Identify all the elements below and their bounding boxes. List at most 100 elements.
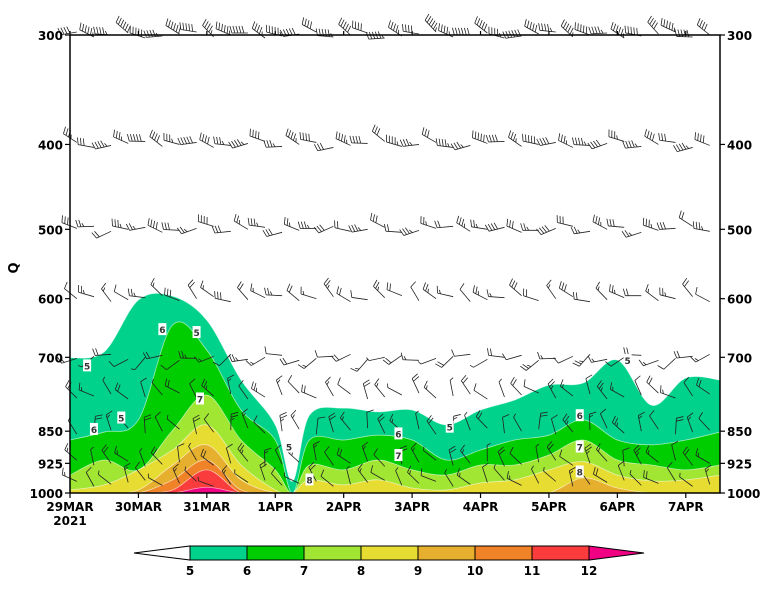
- wind-barb-staff: [266, 295, 282, 296]
- x-tick-label: 2APR: [326, 500, 362, 514]
- wind-barb: [229, 354, 248, 361]
- wind-barb-feather: [510, 220, 511, 227]
- wind-barb-feather: [573, 292, 574, 299]
- wind-barb-staff: [352, 143, 368, 144]
- wind-barb-feather: [523, 134, 524, 141]
- wind-barb-feather: [184, 229, 187, 232]
- wind-barb-staff: [696, 294, 710, 302]
- wind-barb-feather: [205, 135, 207, 142]
- wind-barb-feather: [458, 28, 460, 35]
- wind-barb-staff: [457, 223, 471, 231]
- colorbar-tick-label: 8: [357, 564, 365, 578]
- wind-barb: [557, 215, 573, 226]
- wind-barb-feather: [307, 225, 309, 228]
- wind-barb-feather: [427, 130, 429, 137]
- wind-barb-feather: [572, 138, 574, 145]
- wind-barb: [589, 26, 607, 33]
- wind-barb-feather: [119, 132, 120, 139]
- wind-barb-feather: [88, 27, 89, 34]
- wind-barb-feather: [490, 293, 492, 297]
- wind-barb-feather: [578, 138, 580, 145]
- wind-barb-feather: [139, 134, 141, 141]
- wind-barb-staff: [660, 295, 676, 299]
- wind-barb-feather: [234, 214, 236, 221]
- wind-barb-feather: [527, 365, 531, 366]
- wind-barb: [643, 218, 658, 230]
- wind-barb-feather: [459, 217, 461, 224]
- wind-barb-feather: [548, 284, 550, 288]
- wind-barb-feather: [435, 27, 436, 31]
- wind-barb: [674, 351, 693, 358]
- wind-barb-feather: [277, 380, 280, 383]
- wind-barb-feather: [251, 382, 253, 389]
- wind-barb-feather: [259, 27, 262, 34]
- wind-barb-feather: [212, 226, 215, 233]
- wind-barb: [573, 354, 590, 366]
- wind-barb-feather: [486, 135, 488, 142]
- wind-barb-feather: [495, 135, 497, 142]
- wind-barb-feather: [387, 224, 389, 231]
- y-tick-label-right: 700: [727, 351, 752, 365]
- contour-fills: [70, 293, 720, 494]
- wind-barb: [178, 136, 197, 144]
- wind-barb-feather: [672, 23, 673, 30]
- wind-barb-feather: [649, 378, 652, 384]
- wind-barb-staff: [250, 136, 265, 141]
- colorbar-tick-label: 7: [300, 564, 308, 578]
- wind-barb-feather: [114, 285, 116, 292]
- x-tick-label: 4APR: [463, 500, 499, 514]
- wind-barb-feather: [82, 223, 84, 226]
- wind-barb: [180, 22, 197, 32]
- wind-barb: [212, 226, 231, 233]
- wind-barb-staff: [523, 141, 539, 144]
- wind-barb: [451, 142, 470, 150]
- wind-barb-feather: [64, 282, 67, 289]
- wind-barb: [148, 218, 162, 232]
- wind-barb-staff: [499, 382, 504, 397]
- wind-barb-feather: [403, 139, 406, 146]
- wind-barb: [280, 358, 299, 365]
- wind-barb-feather: [484, 24, 487, 31]
- wind-barb: [366, 357, 384, 360]
- wind-barb-feather: [95, 142, 99, 148]
- wind-barb: [661, 18, 676, 32]
- wind-barb-staff: [163, 229, 179, 230]
- wind-barb: [335, 220, 351, 231]
- y-tick-label-left: 300: [38, 29, 63, 43]
- wind-barb-feather: [168, 20, 170, 27]
- wind-barb-staff: [288, 382, 299, 394]
- wind-barb-feather: [148, 218, 149, 225]
- wind-barb-staff: [412, 379, 419, 394]
- wind-barb-feather: [254, 219, 255, 226]
- wind-barb-feather: [545, 24, 546, 31]
- wind-barb-feather: [168, 223, 170, 230]
- wind-barb-feather: [512, 221, 513, 228]
- wind-barb-staff: [508, 137, 521, 146]
- wind-barb: [112, 219, 128, 230]
- wind-barb: [697, 18, 709, 35]
- wind-barb-feather: [273, 143, 275, 146]
- wind-barb: [388, 20, 401, 36]
- wind-barb: [559, 281, 573, 296]
- wind-barb-feather: [702, 22, 705, 29]
- wind-barb-staff: [460, 289, 470, 301]
- wind-barb: [523, 288, 538, 300]
- wind-barb: [248, 218, 265, 227]
- wind-barb-feather: [101, 283, 105, 289]
- wind-barb-feather: [422, 127, 424, 134]
- wind-barb-staff: [251, 291, 265, 298]
- wind-barb-feather: [542, 23, 543, 30]
- wind-barb-feather: [265, 346, 266, 353]
- wind-barb-feather: [96, 348, 98, 355]
- wind-barb-feather: [431, 21, 435, 27]
- wind-barb-feather: [595, 27, 597, 34]
- wind-barb-feather: [184, 137, 187, 144]
- wind-barb-staff: [557, 222, 573, 226]
- wind-barb-feather: [626, 289, 628, 296]
- wind-barb-feather: [373, 280, 377, 286]
- wind-barb-feather: [255, 23, 258, 30]
- wind-barb: [470, 359, 487, 367]
- wind-barb-feather: [63, 127, 65, 134]
- wind-barb: [384, 224, 401, 232]
- wind-barb-feather: [682, 212, 684, 219]
